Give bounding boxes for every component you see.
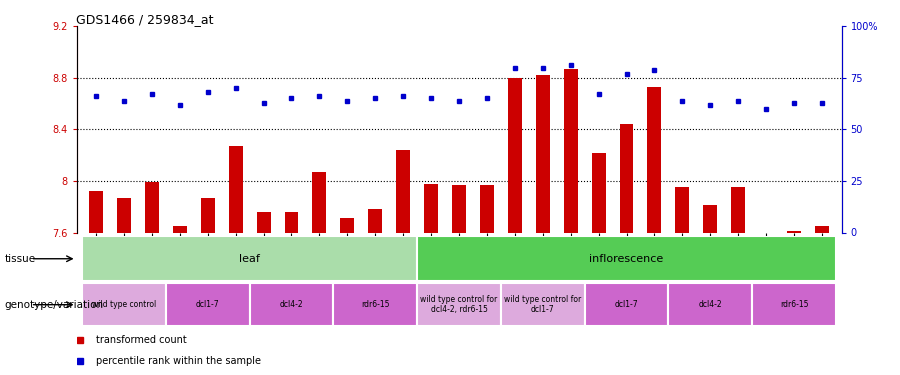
Text: wild type control for
dcl4-2, rdr6-15: wild type control for dcl4-2, rdr6-15 [420,295,498,314]
Text: leaf: leaf [239,254,260,264]
Text: rdr6-15: rdr6-15 [361,300,390,309]
Text: inflorescence: inflorescence [590,254,663,264]
Bar [675,188,689,232]
Text: dcl1-7: dcl1-7 [615,300,638,309]
Bar [340,218,355,232]
Bar [508,78,522,232]
Text: wild type control for
dcl1-7: wild type control for dcl1-7 [504,295,581,314]
Text: transformed count: transformed count [95,335,186,345]
Bar [368,209,382,232]
Bar [312,172,327,232]
Bar [669,283,752,326]
Bar [647,87,662,232]
Bar [536,75,550,232]
Text: wild type control: wild type control [92,300,156,309]
Text: dcl1-7: dcl1-7 [196,300,220,309]
Bar [229,146,243,232]
Bar [166,283,249,326]
Bar [563,69,578,232]
Bar [145,182,159,232]
Bar [815,226,829,232]
Text: tissue: tissue [4,254,36,264]
Bar [788,231,801,232]
Bar [417,283,501,326]
Bar [703,206,717,232]
Bar [284,212,299,232]
Bar [201,198,215,232]
Text: GDS1466 / 259834_at: GDS1466 / 259834_at [76,13,214,26]
Bar [731,188,745,232]
Bar [173,226,187,232]
Text: dcl4-2: dcl4-2 [698,300,722,309]
Bar [82,283,166,326]
Text: dcl4-2: dcl4-2 [280,300,303,309]
Bar [752,283,836,326]
Text: genotype/variation: genotype/variation [4,300,104,310]
Bar [396,150,410,232]
Bar [452,185,466,232]
Bar [89,191,103,232]
Bar [424,183,438,232]
Text: rdr6-15: rdr6-15 [779,300,808,309]
Bar [333,283,417,326]
Bar [417,236,836,281]
Bar [585,283,669,326]
Text: percentile rank within the sample: percentile rank within the sample [95,356,261,366]
Bar [249,283,333,326]
Bar [619,124,634,232]
Bar [256,212,271,232]
Bar [501,283,585,326]
Bar [480,185,494,232]
Bar [117,198,130,232]
Bar [591,153,606,232]
Bar [82,236,417,281]
